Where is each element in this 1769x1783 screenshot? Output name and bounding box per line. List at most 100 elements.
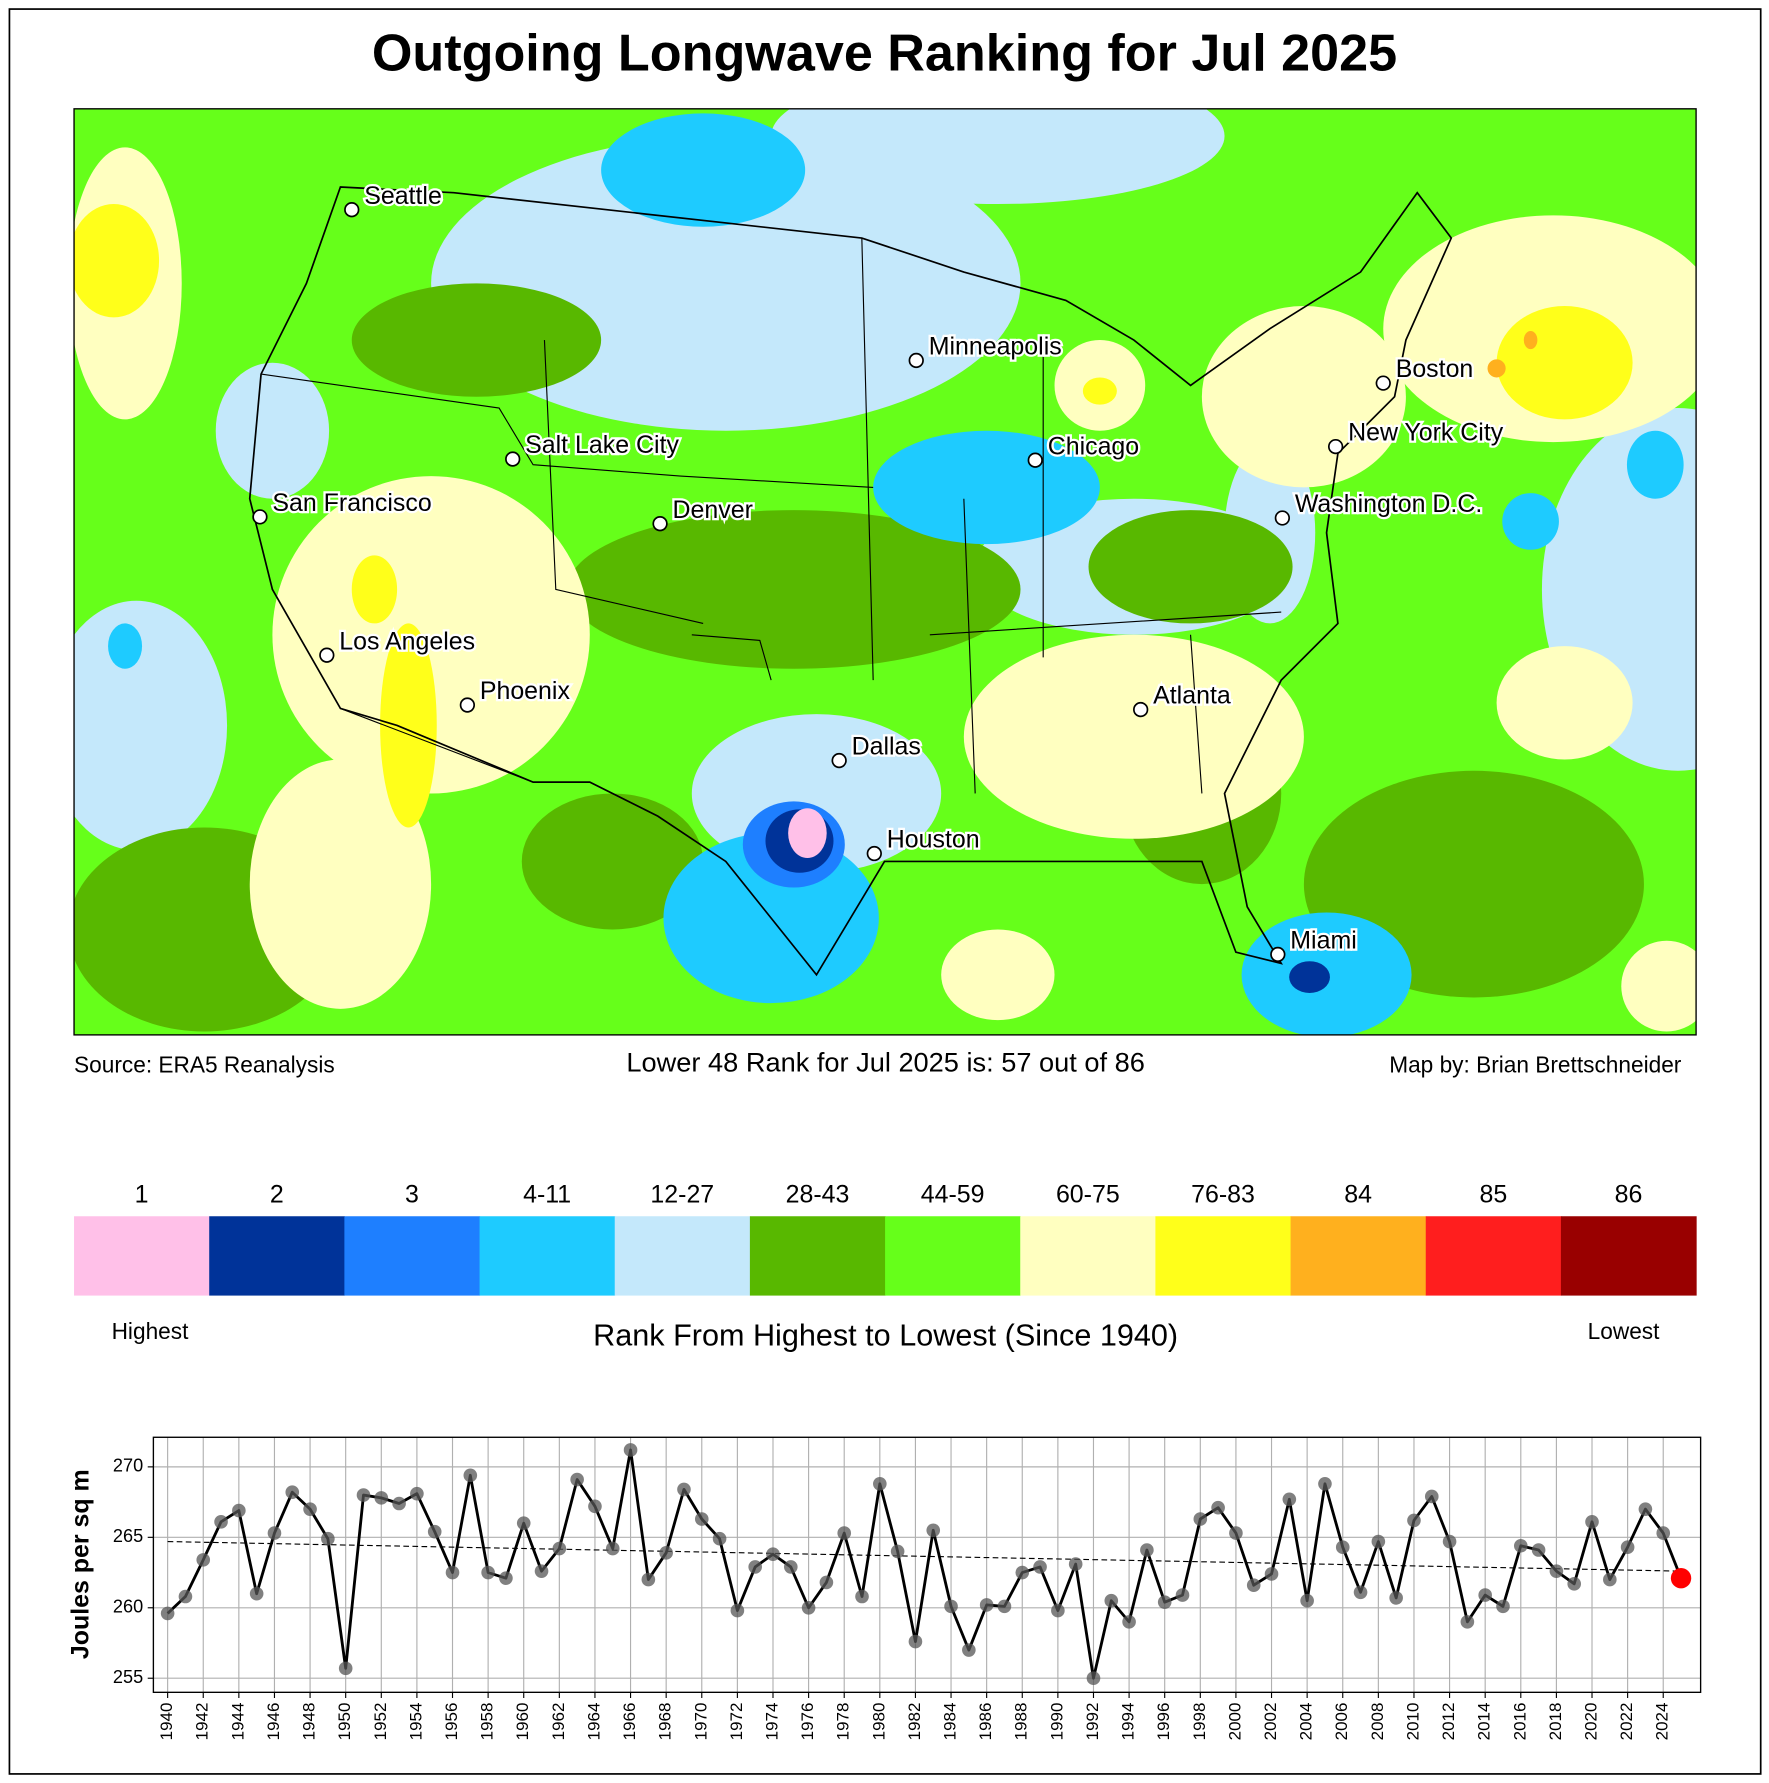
x-tick-label: 1998 bbox=[1190, 1703, 1209, 1741]
data-point bbox=[356, 1488, 371, 1502]
legend-swatch bbox=[749, 1216, 886, 1296]
map-region bbox=[1487, 359, 1506, 378]
data-point bbox=[1567, 1577, 1582, 1591]
x-tick-label: 1960 bbox=[513, 1703, 532, 1741]
map-region bbox=[1496, 306, 1633, 420]
data-point bbox=[338, 1661, 353, 1676]
legend-class-label: 12-27 bbox=[650, 1180, 714, 1208]
data-point bbox=[659, 1546, 673, 1560]
map-region bbox=[963, 634, 1304, 839]
data-point bbox=[1407, 1513, 1421, 1528]
x-tick-label: 2012 bbox=[1439, 1703, 1458, 1741]
legend-swatch bbox=[1155, 1216, 1292, 1296]
x-tick-label: 1978 bbox=[834, 1703, 853, 1741]
legend-low-label: Highest bbox=[112, 1318, 190, 1344]
city-marker bbox=[505, 451, 521, 467]
y-tick-label: 270 bbox=[113, 1456, 143, 1476]
data-point bbox=[1033, 1560, 1047, 1574]
data-point bbox=[499, 1571, 513, 1585]
data-point bbox=[214, 1515, 228, 1529]
x-tick-label: 1990 bbox=[1047, 1703, 1066, 1741]
x-tick-label: 2022 bbox=[1617, 1703, 1636, 1741]
credit: Map by: Brian Brettschneider bbox=[1389, 1052, 1682, 1078]
x-tick-label: 1972 bbox=[727, 1703, 746, 1741]
x-tick-label: 1980 bbox=[869, 1703, 888, 1741]
map-region bbox=[1088, 510, 1293, 624]
data-point bbox=[1246, 1578, 1261, 1593]
x-tick-label: 1952 bbox=[371, 1703, 390, 1741]
x-tick-label: 1950 bbox=[335, 1703, 354, 1741]
x-tick-label: 2002 bbox=[1261, 1703, 1280, 1741]
data-point bbox=[1086, 1671, 1101, 1686]
city-label: New York City bbox=[1348, 419, 1504, 447]
data-point bbox=[623, 1443, 638, 1457]
legend-swatch bbox=[74, 1216, 210, 1296]
data-point bbox=[944, 1599, 958, 1614]
legend-class-label: 86 bbox=[1615, 1180, 1643, 1208]
x-tick-label: 1954 bbox=[406, 1703, 425, 1741]
data-point bbox=[178, 1589, 193, 1604]
city-label: Chicago bbox=[1048, 432, 1139, 460]
data-point bbox=[552, 1541, 567, 1556]
city-label: Houston bbox=[887, 826, 980, 854]
city-label: Dallas bbox=[852, 733, 921, 761]
x-tick-label: 1976 bbox=[798, 1703, 817, 1741]
legend-class-label: 84 bbox=[1344, 1180, 1372, 1208]
data-point bbox=[1015, 1565, 1030, 1580]
data-point bbox=[1424, 1489, 1439, 1504]
map-region bbox=[1289, 961, 1330, 993]
city-marker bbox=[908, 352, 924, 369]
data-point bbox=[1460, 1615, 1475, 1629]
data-point bbox=[1478, 1588, 1492, 1602]
data-point bbox=[570, 1472, 584, 1487]
map-region bbox=[215, 362, 330, 499]
city-label: Boston bbox=[1396, 355, 1474, 383]
x-tick-label: 2014 bbox=[1475, 1703, 1494, 1741]
x-tick-label: 1984 bbox=[941, 1703, 960, 1741]
state-lines bbox=[260, 238, 1282, 794]
x-tick-label: 2000 bbox=[1225, 1703, 1244, 1741]
data-point bbox=[1193, 1512, 1208, 1526]
x-tick-label: 1986 bbox=[976, 1703, 995, 1741]
map-region bbox=[380, 623, 437, 828]
data-point bbox=[1353, 1585, 1368, 1600]
trend-line bbox=[167, 1540, 1682, 1572]
data-point bbox=[516, 1516, 531, 1531]
x-tick-label: 2020 bbox=[1581, 1703, 1600, 1741]
data-point bbox=[605, 1541, 620, 1556]
data-point bbox=[1157, 1595, 1172, 1609]
city-marker bbox=[1327, 438, 1344, 455]
data-point bbox=[1104, 1593, 1119, 1608]
city-label: Salt Lake City bbox=[525, 431, 679, 459]
city-label: Atlanta bbox=[1153, 682, 1231, 710]
data-point bbox=[1513, 1538, 1528, 1553]
data-point bbox=[1282, 1492, 1297, 1507]
data-point bbox=[801, 1600, 816, 1615]
data-point bbox=[1211, 1500, 1225, 1515]
x-tick-label: 1956 bbox=[442, 1703, 461, 1741]
city-marker bbox=[1375, 375, 1391, 391]
city-marker bbox=[1133, 701, 1149, 718]
legend-class-label: 44-59 bbox=[921, 1180, 985, 1208]
rank-text: Lower 48 Rank for Jul 2025 is: 57 out of… bbox=[626, 1047, 1144, 1078]
map: Seattle Minneapolis Boston Salt Lake City Ch… bbox=[74, 108, 1697, 1035]
x-tick-label: 1996 bbox=[1154, 1703, 1173, 1741]
data-point bbox=[694, 1512, 709, 1526]
x-tick-label: 1966 bbox=[620, 1703, 639, 1741]
y-axis-label: Joules per sq m bbox=[67, 1469, 95, 1659]
data-point bbox=[837, 1526, 852, 1540]
legend-swatch bbox=[344, 1216, 481, 1296]
map-region bbox=[351, 555, 398, 624]
legend-swatch bbox=[614, 1216, 751, 1296]
data-point bbox=[1318, 1476, 1332, 1491]
map-region bbox=[108, 623, 143, 669]
us-outline bbox=[248, 186, 1453, 977]
data-point bbox=[712, 1531, 727, 1546]
map-region bbox=[601, 113, 806, 227]
map-region bbox=[272, 476, 590, 794]
data-point bbox=[730, 1603, 745, 1618]
legend-swatch bbox=[1020, 1216, 1156, 1296]
map-region bbox=[1626, 430, 1684, 499]
map-region bbox=[351, 283, 602, 397]
